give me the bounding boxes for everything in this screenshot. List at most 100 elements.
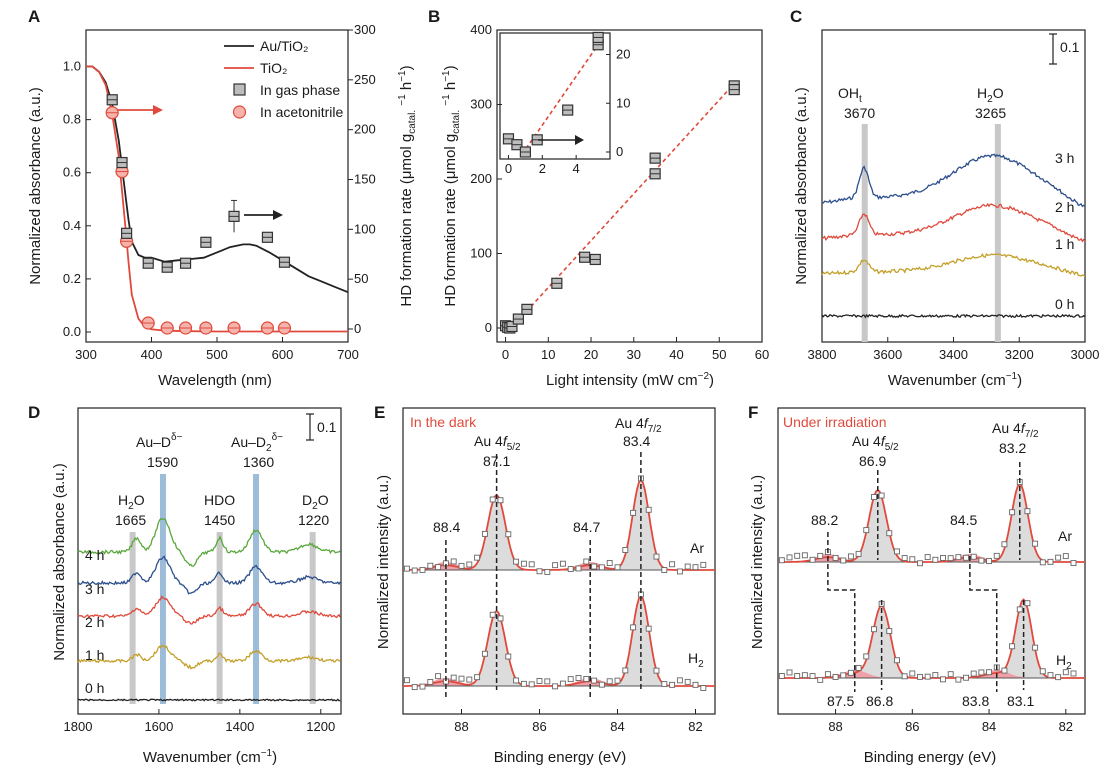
panel-e-data-point <box>591 563 598 570</box>
panel-f-data-point <box>809 556 816 563</box>
panel-d-spectrum-4h <box>77 518 341 567</box>
panel-d-spectrum-1h <box>77 644 341 670</box>
panel-d-scalebar-label: 0.1 <box>317 419 337 435</box>
a-xtick-label: 300 <box>75 347 97 362</box>
panel-f-data-point <box>840 557 847 564</box>
panel-c-band-label-h2o: H2O <box>977 85 1004 105</box>
panel-f-data-point <box>963 674 969 681</box>
inset-ytick-label: 20 <box>616 47 630 62</box>
panel-d-label-3h: 3 h <box>85 581 104 597</box>
panel-e-data-point <box>692 564 699 571</box>
panel-c-label-2h: 2 h <box>1055 199 1074 215</box>
panel-f-data-point <box>1016 606 1023 613</box>
panel-f-data-point <box>863 653 870 660</box>
panel-f-label: F <box>748 403 758 422</box>
inset-ytick-label: 0 <box>616 144 623 159</box>
a-right-ytick-label: 0 <box>354 321 361 336</box>
panel-f-shift-line <box>969 532 998 692</box>
panel-f-data-point <box>786 669 793 676</box>
panel-e-peak1-label: Au 4f5/2 <box>474 433 521 453</box>
panel-e-data-point <box>481 650 488 657</box>
a-right-ytick-label: 300 <box>354 22 376 37</box>
panel-e-data-point <box>559 680 566 687</box>
panel-e-data-point <box>474 554 481 561</box>
panel-c-scalebar-label: 0.1 <box>1060 39 1080 55</box>
panel-f-data-point <box>1009 509 1016 516</box>
b-ytick-label: 300 <box>470 97 492 112</box>
panel-f-data-point <box>901 555 908 561</box>
panel-a-ylabel: Normalized absorbance (a.u.) <box>27 87 44 285</box>
panel-a-black-arrowhead <box>273 210 283 220</box>
a-right-ytick-label: 50 <box>354 271 368 286</box>
panel-d-band-label-d2o: D2O <box>302 492 329 512</box>
panel-f-peak2-value: 83.2 <box>999 440 1026 456</box>
panel-e-data-point <box>528 681 535 688</box>
panel-d-spectrum-0h <box>77 698 341 702</box>
panel-e-data-point <box>513 558 520 565</box>
panel-e-data-point <box>552 562 559 569</box>
panel-b-inset-frame <box>499 32 611 160</box>
panel-d-band-label-aud2: Au–D2δ− <box>231 432 283 454</box>
c-xtick-label: 3400 <box>939 347 968 362</box>
d-xtick-label: 1600 <box>144 719 173 734</box>
panel-e-data-point <box>466 676 473 683</box>
panel-c-spectrum-3h <box>822 153 1086 208</box>
panel-f-data-point <box>901 673 908 680</box>
panel-e-data-point <box>700 685 707 691</box>
panel-f-data-point <box>917 673 923 680</box>
panel-e-data-point <box>458 562 465 569</box>
legend-tio2: TiO₂ <box>260 60 287 76</box>
panel-f-data-point <box>940 676 946 683</box>
panel-e-data-point <box>669 561 676 568</box>
panel-e-frame <box>402 407 716 715</box>
panel-a-ticks: 300 400 500 600 700 0.0 0.2 0.4 0.6 0.8 1.0 0 50 100 1… <box>63 22 376 362</box>
panel-b-series <box>499 80 740 334</box>
inset-ytick-label: 10 <box>616 95 630 110</box>
panel-e-data-point <box>598 681 605 688</box>
panel-f-data-point <box>886 628 893 635</box>
panel-e-ticks: 88 86 84 82 <box>454 709 703 734</box>
panel-f-data-point <box>932 556 939 563</box>
panel-e-data-point <box>513 677 520 684</box>
panel-e-data-point <box>450 674 457 681</box>
e-xtick-label: 84 <box>610 719 624 734</box>
panel-e-data-point <box>669 681 676 688</box>
panel-e-data-point <box>591 677 598 684</box>
panel-c-ticks: 3800 3600 3400 3200 3000 <box>808 337 1099 362</box>
panel-e-data-point <box>583 558 590 565</box>
panel-f-data-point <box>894 548 900 555</box>
panel-f-data-point <box>1001 541 1008 548</box>
panel-f-data-point <box>986 669 993 676</box>
panel-e-data-point <box>450 558 457 565</box>
panel-c-band-value-oh: 3670 <box>844 105 875 121</box>
panel-e-data-point <box>684 563 691 570</box>
panel-d-band-value-1590: 1590 <box>147 454 178 470</box>
panel-e-peak2-value: 83.4 <box>623 433 650 449</box>
legend-acetonitrile: In acetonitrile <box>260 104 343 120</box>
b-xtick-label: 10 <box>541 347 555 362</box>
panel-b-label: B <box>428 7 440 26</box>
panel-e-data-point <box>653 553 660 560</box>
panel-e-data-point <box>497 497 504 504</box>
panel-c-label: C <box>790 7 802 26</box>
panel-e-data-point <box>544 678 551 685</box>
panel-f-data-point <box>1024 600 1031 607</box>
a-xtick-label: 600 <box>272 347 294 362</box>
panel-d-spectrum-3h <box>77 555 341 595</box>
panel-d-band <box>216 532 223 704</box>
panel-f-data-point <box>778 557 785 564</box>
panel-f-data-point <box>863 527 870 534</box>
a-right-ytick-label: 100 <box>354 221 376 236</box>
panel-e-data-point <box>575 565 582 572</box>
panel-f-data-point <box>832 554 839 561</box>
panel-f-data-point <box>870 626 877 633</box>
panel-d-label-2h: 2 h <box>85 614 104 630</box>
a-ytick-label: 1.0 <box>63 59 81 74</box>
panel-f-data-point <box>1047 672 1054 679</box>
panel-e-data-point <box>435 564 442 571</box>
panel-e-data-point <box>559 560 566 567</box>
panel-e-data-point <box>614 564 621 571</box>
panel-f-data-point <box>986 558 993 565</box>
panel-e-data-point <box>552 683 559 690</box>
